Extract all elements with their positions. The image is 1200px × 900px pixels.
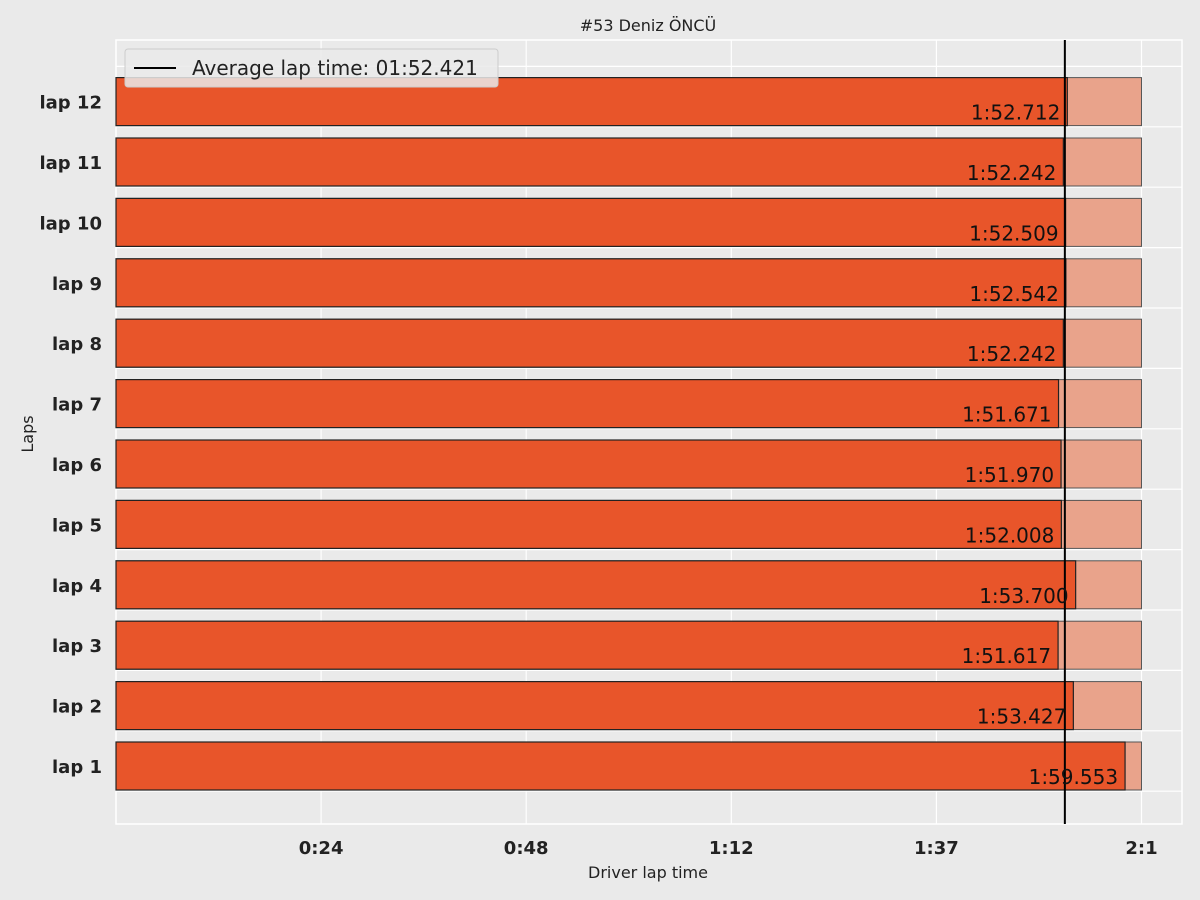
bar-value-label: 1:52.242 <box>967 161 1056 185</box>
y-tick-label: lap 8 <box>52 334 102 355</box>
lap-bar <box>115 379 1060 429</box>
bar-value-label: 1:51.671 <box>962 403 1051 427</box>
legend-box <box>124 48 499 88</box>
x-tick-label: 0:24 <box>299 838 344 859</box>
lap-bar <box>115 258 1067 308</box>
lap-bar <box>115 620 1059 670</box>
lap-bar <box>115 137 1064 187</box>
y-tick-label: lap 6 <box>52 455 102 476</box>
lap-bar <box>115 741 1126 791</box>
y-tick-label: lap 11 <box>39 153 102 174</box>
y-tick-label: lap 2 <box>52 697 102 718</box>
lap-bar <box>115 439 1062 489</box>
x-tick-label: 1:12 <box>709 838 754 859</box>
y-tick-label: lap 10 <box>39 213 102 234</box>
bar-value-label: 1:52.542 <box>969 282 1058 306</box>
legend: Average lap time: 01:52.421 <box>124 48 499 88</box>
bar-value-label: 1:52.509 <box>969 221 1058 245</box>
y-tick-label: lap 3 <box>52 636 102 657</box>
y-tick-label: lap 12 <box>39 93 102 114</box>
x-tick-label: 0:48 <box>504 838 549 859</box>
y-tick-label: lap 1 <box>52 757 102 778</box>
value-labels: 1:59.553 1:53.427 1:51.617 1:53.700 1:52.008… <box>962 101 1118 789</box>
lap-bar <box>115 680 1074 731</box>
lap-bar <box>115 318 1064 368</box>
bar-value-label: 1:53.700 <box>979 584 1068 608</box>
lap-bar <box>115 499 1062 549</box>
chart-title: #53 Deniz ÖNCÜ <box>580 16 717 35</box>
lap-bar <box>115 197 1067 247</box>
legend-label: Average lap time: 01:52.421 <box>192 56 478 80</box>
bar-value-label: 1:53.427 <box>977 705 1066 729</box>
bar-value-label: 1:51.617 <box>962 644 1051 668</box>
bar-value-label: 1:51.970 <box>965 463 1054 487</box>
x-axis-label: Driver lap time <box>588 863 708 882</box>
bar-value-label: 1:52.712 <box>971 101 1060 125</box>
lap-bar <box>115 560 1077 610</box>
x-tick-label: 2:1 <box>1125 838 1157 859</box>
bar-value-label: 1:52.008 <box>965 523 1054 547</box>
y-tick-label: lap 7 <box>52 395 102 416</box>
bar-value-label: 1:52.242 <box>967 342 1056 366</box>
y-tick-label: lap 5 <box>52 515 102 536</box>
y-tick-label: lap 4 <box>52 576 102 597</box>
x-tick-label: 1:37 <box>914 838 959 859</box>
bar-value-label: 1:59.553 <box>1029 765 1118 789</box>
y-axis-label: Laps <box>18 415 37 452</box>
y-tick-labels: lap 1 lap 2 lap 3 lap 4 lap 5 lap 6 lap 7 lap 8… <box>39 93 102 778</box>
y-tick-label: lap 9 <box>52 274 102 295</box>
plot-frame <box>115 39 1183 825</box>
x-tick-labels: 0:24 0:48 1:12 1:37 2:1 <box>299 838 1158 859</box>
